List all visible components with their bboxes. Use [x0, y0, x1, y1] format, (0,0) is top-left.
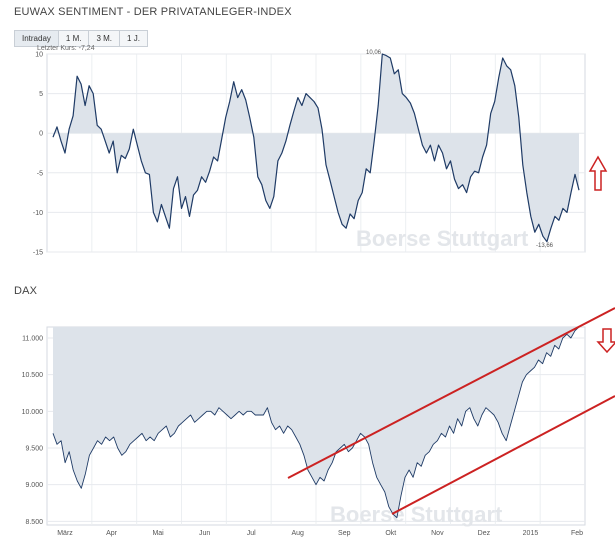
tab-3m[interactable]: 3 M. — [89, 31, 121, 46]
dax-x-tick-label: Aug — [291, 530, 304, 537]
dax-y-tick-label: 10.000 — [22, 409, 44, 416]
dax-area-fill — [53, 327, 579, 518]
dax-y-tick-label: 9.500 — [25, 446, 43, 453]
sentiment-max-label: 10,06 — [366, 50, 382, 56]
dax-y-tick-label: 11.000 — [22, 336, 43, 343]
dax-x-tick-label: 2015 — [523, 530, 539, 537]
dax-x-tick-label: Okt — [385, 530, 396, 537]
sent-y-tick-label: 10 — [35, 52, 43, 59]
sentiment-area-fill — [53, 54, 579, 242]
sentiment-watermark: Boerse Stuttgart — [356, 226, 529, 251]
tab-1y[interactable]: 1 J. — [127, 34, 140, 43]
dax-y-tick-label: 9.000 — [25, 482, 43, 489]
dax-line — [52, 326, 580, 519]
dax-y-tick-label: 8.500 — [25, 519, 43, 526]
tab-intraday[interactable]: Intraday — [15, 31, 59, 46]
sentiment-min-label: -13,66 — [536, 243, 554, 249]
sentiment-y-axis: 10 5 0 -5 -10 -15 — [33, 52, 43, 257]
dax-y-axis: 11.000 10.500 10.000 9.500 9.000 8.500 — [22, 336, 44, 526]
sent-y-tick-label: 0 — [39, 131, 43, 138]
sent-y-tick-label: -10 — [33, 210, 43, 217]
sentiment-line — [52, 53, 580, 243]
dax-y-tick-label: 10.500 — [22, 372, 44, 379]
dax-x-tick-label: Mai — [152, 530, 164, 537]
dax-title: DAX — [14, 285, 38, 297]
dax-x-axis: März Apr Mai Jun Jul Aug Sep Okt Nov Dez 2015 Feb — [57, 530, 583, 537]
down-arrow-icon — [596, 328, 615, 354]
sent-y-tick-label: -15 — [33, 250, 43, 257]
lower-trend-line — [391, 395, 615, 515]
dax-x-tick-label: Nov — [431, 530, 444, 537]
up-arrow-icon — [588, 155, 608, 191]
dax-x-tick-label: März — [57, 530, 73, 537]
timeframe-tabs: Intraday 1 M. 3 M. 1 J. — [14, 30, 148, 47]
dax-x-tick-label: Apr — [106, 530, 118, 537]
dax-x-tick-label: Feb — [571, 530, 583, 537]
dax-x-tick-label: Jun — [199, 530, 210, 537]
dax-x-tick-label: Dez — [478, 530, 491, 537]
upper-trend-line — [287, 307, 615, 479]
page-title: EUWAX SENTIMENT - DER PRIVATANLEGER-INDE… — [14, 6, 292, 18]
sent-y-tick-label: 5 — [39, 91, 43, 98]
dax-x-tick-label: Jul — [247, 530, 256, 537]
sent-y-tick-label: -5 — [37, 170, 43, 177]
last-price-label: Letzter Kurs: -7,24 — [37, 45, 95, 52]
dax-watermark: Boerse Stuttgart — [330, 502, 503, 527]
dax-x-tick-label: Sep — [338, 530, 351, 537]
tab-1m[interactable]: 1 M. — [59, 31, 90, 46]
